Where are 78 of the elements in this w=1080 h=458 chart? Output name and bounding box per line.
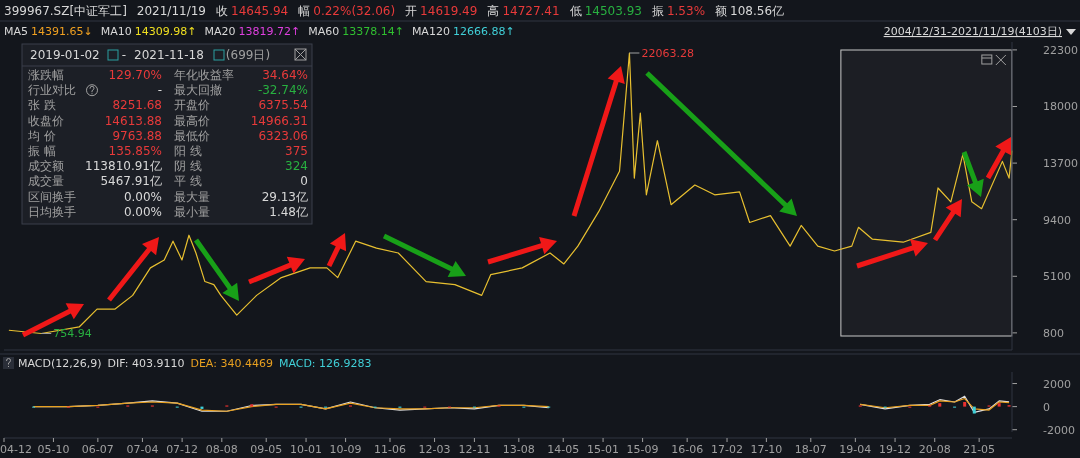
- y-tick-label: 9400: [1043, 213, 1071, 227]
- x-tick-label: 19-04: [839, 443, 872, 456]
- y-tick-label: 2000: [1043, 377, 1071, 391]
- x-tick-label: 12-11: [458, 443, 491, 456]
- text: DEA: 340.4469: [190, 357, 273, 370]
- chart-title: MACD(12,26,9): [18, 357, 102, 370]
- text: 年化收益率 34.64%: [174, 68, 308, 82]
- x-tick-label: 10-01: [290, 443, 323, 456]
- y-tick-label: 5100: [1043, 270, 1071, 284]
- annotation: (699日): [225, 48, 271, 62]
- text: 最低价 6323.06: [174, 128, 308, 143]
- x-tick-label: 09-05: [250, 443, 283, 456]
- text: 额 108.56亿: [715, 4, 785, 18]
- text: 阴 线 324: [174, 159, 308, 174]
- x-tick-label: 15-01: [587, 443, 620, 456]
- text: 阳 线 375: [174, 144, 308, 158]
- text: 高 14727.41: [487, 4, 560, 18]
- x-tick-label: 17-02: [711, 443, 744, 456]
- text: 振 幅 135.85%: [28, 144, 162, 158]
- text: 收 14645.94: [216, 4, 289, 18]
- text: 399967.SZ[中证军工]: [4, 4, 127, 18]
- text: 最大量 29.13亿: [174, 189, 308, 204]
- x-tick-label: 21-05: [963, 443, 996, 456]
- x-tick-label: 20-08: [918, 443, 951, 456]
- x-tick-label: 13-08: [502, 443, 535, 456]
- text: 最高价 14966.31: [174, 113, 308, 128]
- text: 最小量 1.48亿: [174, 204, 308, 219]
- text: 涨跌幅 129.70%: [28, 68, 162, 82]
- text: MA60 13378.14↑: [308, 25, 404, 38]
- text: MA20 13819.72↑: [204, 25, 301, 38]
- text: 收盘价 14613.88: [28, 113, 162, 128]
- annotation: -: [121, 48, 127, 62]
- text: 开盘价 6375.54: [174, 98, 308, 113]
- text: 幅 0.22%(32.06): [298, 4, 396, 18]
- y-tick-label: 0: [1043, 400, 1050, 414]
- x-tick-label: 05-10: [37, 443, 70, 456]
- text: 平 线 0: [174, 174, 308, 189]
- y-tick-label: 800: [1043, 326, 1064, 340]
- text: 2004/12/31-2021/11/19(4103日): [883, 25, 1062, 38]
- text: 开 14619.49: [405, 4, 478, 18]
- y-tick-label: 22300: [1043, 43, 1078, 57]
- text: 低 14503.93: [569, 4, 642, 18]
- text: 日均换手 0.00%: [28, 204, 162, 219]
- text: 区间换手 0.00%: [28, 189, 162, 204]
- x-tick-label: 16-06: [671, 443, 704, 456]
- annotation: 2019-01-02: [30, 48, 100, 62]
- x-tick-label: 08-08: [205, 443, 238, 456]
- y-tick-label: 13700: [1043, 157, 1078, 171]
- x-tick-label: 15-09: [626, 443, 659, 456]
- x-tick-label: 14-05: [547, 443, 580, 456]
- x-tick-label: 07-04: [126, 443, 159, 456]
- x-tick-label: 04-12: [0, 443, 32, 456]
- annotation: 754.94: [53, 327, 92, 341]
- annotation: 2021-11-18: [134, 48, 204, 62]
- text: MA10 14309.98↑: [100, 25, 197, 38]
- text: MACD: 126.9283: [278, 357, 372, 370]
- x-tick-label: 10-09: [329, 443, 362, 456]
- text: 成交额 113810.91亿: [28, 159, 162, 174]
- y-tick-label: 18000: [1043, 100, 1078, 114]
- annotation: 22063.28: [641, 47, 694, 61]
- text: 张 跌 8251.68: [28, 98, 162, 113]
- text: DIF: 403.9110: [107, 357, 185, 370]
- text: MA120 12666.88↑: [411, 25, 515, 38]
- x-tick-label: 11-06: [374, 443, 406, 456]
- x-tick-label: 07-12: [166, 443, 199, 456]
- text: MA5 14391.65↓: [4, 25, 93, 38]
- x-tick-label: 17-10: [750, 443, 783, 456]
- x-tick-label: 12-03: [418, 443, 451, 456]
- x-tick-label: 18-07: [794, 443, 827, 456]
- text: 成交量 5467.91亿: [28, 174, 162, 189]
- text: 均 价 9763.88: [28, 128, 162, 143]
- text: 最大回撤 -32.74%: [174, 83, 308, 98]
- text: 2021/11/19: [136, 4, 206, 18]
- x-tick-label: 06-07: [81, 443, 114, 456]
- text: 行业对比 -: [28, 83, 162, 98]
- text: 振 1.53%: [651, 4, 706, 18]
- x-tick-label: 19-12: [879, 443, 912, 456]
- y-tick-label: -2000: [1043, 423, 1075, 437]
